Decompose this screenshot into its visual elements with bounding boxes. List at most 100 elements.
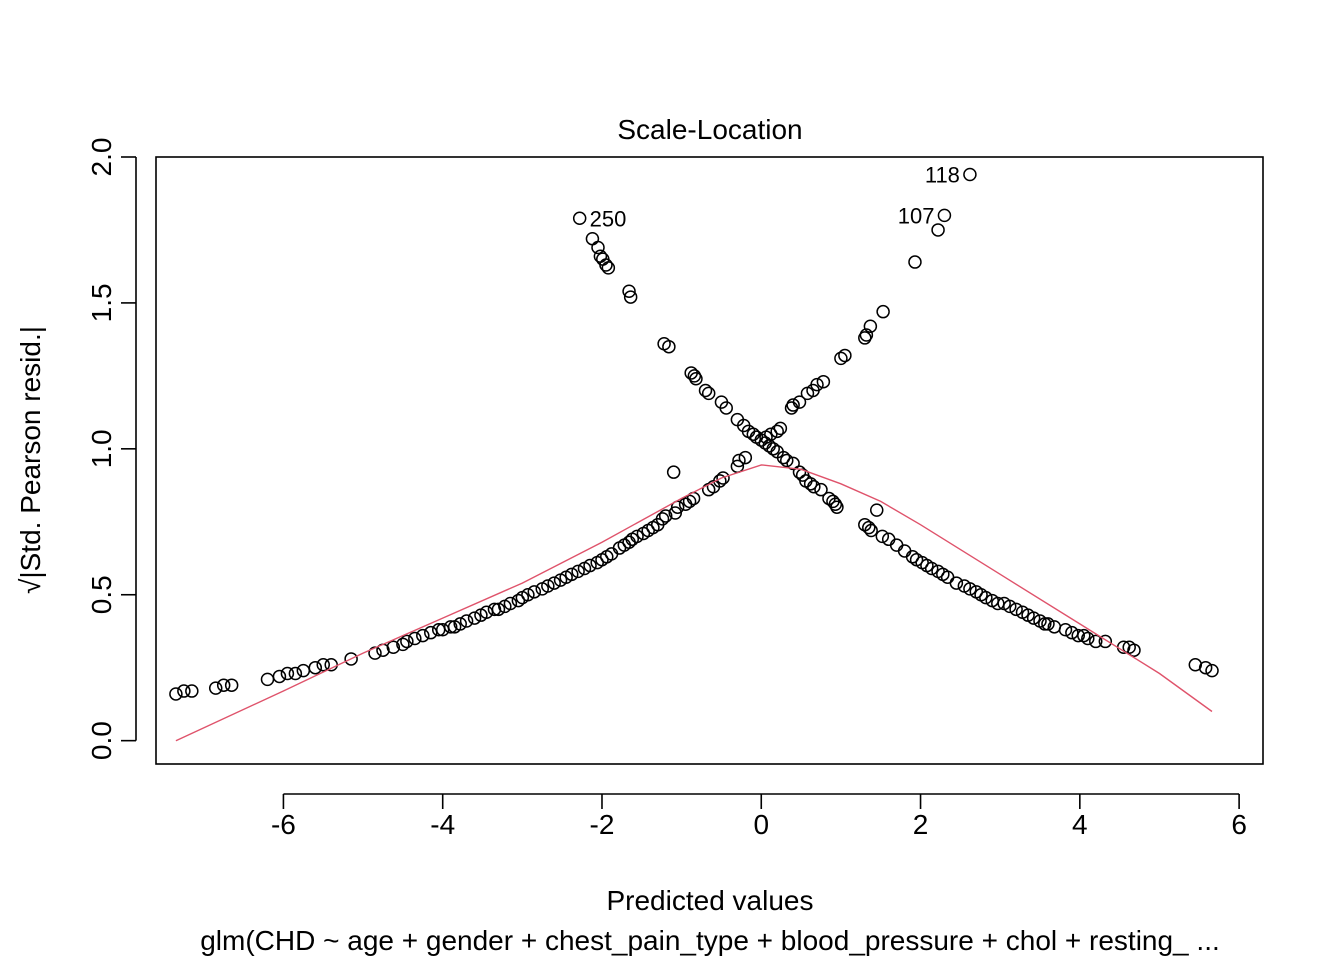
data-point (467, 611, 482, 625)
data-point (908, 255, 922, 269)
data-point (689, 372, 703, 386)
data-point (1198, 660, 1213, 675)
data-point (599, 258, 613, 272)
data-point (272, 669, 287, 684)
data-point (863, 319, 878, 334)
data-point (316, 658, 330, 672)
data-point (905, 550, 920, 564)
data-point (869, 503, 884, 517)
data-point (601, 261, 616, 275)
data-point (780, 453, 794, 468)
data-point (396, 637, 410, 652)
data-point (622, 284, 636, 298)
data-point (553, 573, 568, 587)
data-points (169, 167, 1219, 701)
data-point (1058, 623, 1073, 637)
y-tick-label: 0.5 (86, 575, 117, 614)
data-point (527, 585, 542, 599)
y-tick-label: 2.0 (86, 138, 117, 177)
data-point (169, 687, 183, 701)
data-point (876, 304, 890, 319)
data-point (515, 590, 530, 605)
data-point (949, 576, 964, 590)
data-point (668, 506, 683, 520)
data-point (547, 576, 561, 590)
data-point (1127, 643, 1141, 657)
point-labels: 118 107 250 (590, 163, 960, 232)
data-point (1002, 599, 1017, 614)
data-point (408, 631, 422, 646)
data-point (1205, 663, 1219, 678)
data-point (1081, 631, 1095, 646)
data-point (786, 456, 800, 471)
data-point (1071, 628, 1085, 643)
chart-title: Scale-Location (617, 114, 802, 145)
data-point (816, 374, 831, 389)
data-point (424, 625, 438, 640)
data-point (678, 497, 693, 512)
smooth-line (175, 464, 1213, 742)
y-tick-label: 0.0 (86, 721, 117, 760)
data-point (698, 383, 713, 398)
data-point (807, 480, 821, 494)
data-point (979, 590, 993, 605)
data-point (368, 646, 382, 660)
data-point (732, 453, 746, 468)
data-point (897, 544, 912, 558)
data-point (803, 477, 818, 491)
data-point (1041, 617, 1055, 631)
data-point (716, 471, 730, 485)
data-point (591, 240, 605, 255)
data-point (1038, 617, 1052, 631)
x-tick-label: -6 (271, 809, 296, 840)
y-axis-label: √|Std. Pearson resid.| (15, 326, 46, 594)
data-point (1098, 634, 1113, 649)
data-point (572, 211, 587, 226)
data-point (814, 482, 828, 497)
data-point (1026, 611, 1041, 625)
data-point (838, 348, 852, 363)
data-point (386, 640, 401, 655)
data-point (344, 652, 358, 666)
point-label: 118 (925, 163, 960, 188)
data-point (834, 351, 848, 366)
data-point (963, 167, 977, 182)
data-point (931, 223, 945, 237)
data-point (416, 628, 430, 643)
data-point (800, 386, 815, 401)
x-axis: -6 -4 -2 0 2 4 6 (271, 793, 1247, 840)
data-point (1077, 628, 1091, 643)
data-point (889, 538, 904, 552)
data-point (784, 401, 799, 415)
data-point (177, 684, 191, 698)
data-point (776, 450, 791, 465)
data-point (474, 608, 488, 622)
data-point (308, 660, 323, 675)
x-tick-label: -2 (590, 809, 615, 840)
x-tick-label: 4 (1072, 809, 1088, 840)
data-point (185, 684, 199, 698)
y-axis: 0.0 0.5 1.0 1.5 2.0 (86, 138, 137, 760)
data-point (701, 386, 716, 401)
data-point (208, 681, 223, 695)
data-point (937, 208, 952, 223)
data-point (1089, 634, 1103, 649)
point-label: 107 (898, 203, 935, 228)
data-point (585, 231, 600, 246)
x-tick-label: 6 (1231, 809, 1247, 840)
data-point (577, 561, 592, 576)
data-point (719, 401, 733, 415)
data-point (511, 593, 526, 608)
data-point (858, 331, 872, 345)
data-point (792, 465, 807, 479)
model-formula-subtitle: glm(CHD ~ age + gender + chest_pain_type… (200, 925, 1220, 956)
x-axis-label: Predicted values (606, 885, 813, 916)
data-point (280, 666, 295, 681)
data-point (623, 290, 638, 304)
data-point (658, 509, 673, 523)
data-point (766, 442, 780, 456)
data-point (759, 430, 773, 444)
data-point (701, 482, 716, 497)
x-tick-label: 0 (753, 809, 769, 840)
